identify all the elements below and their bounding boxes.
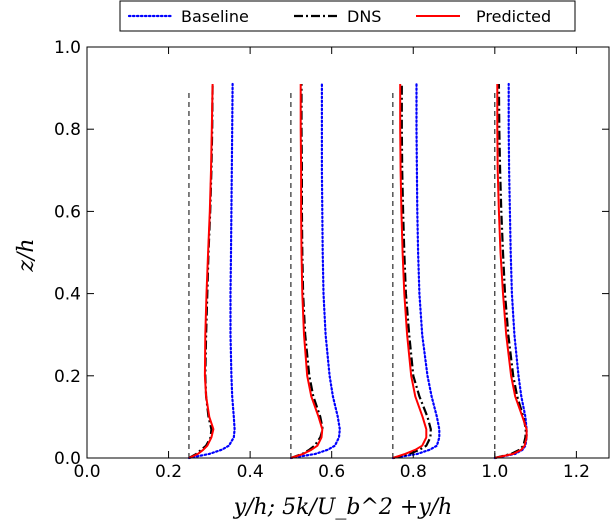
x-tick-label-3: 0.6 [318,462,345,482]
series-line-baseline-2 [391,82,441,460]
series-line-baseline-0 [187,82,236,460]
series-line-predicted-2 [392,84,428,459]
x-tick-label-1: 0.2 [155,462,182,482]
series-line-baseline-1 [289,82,341,460]
y-tick-label-2: 0.4 [54,285,81,305]
series-line-dns-2 [392,84,432,460]
reference-lines [188,92,496,458]
x-tick-label-2: 0.4 [237,462,264,482]
series-line-predicted-3 [494,84,528,459]
series-line-predicted-0 [188,83,215,459]
legend-label-dns: DNS [347,7,381,26]
legend: Baseline DNS Predicted [119,0,576,32]
x-tick-label-5: 1.0 [481,462,508,482]
plot-area-frame [86,46,610,459]
series-line-predicted-1 [290,84,324,459]
legend-label-baseline: Baseline [181,7,249,26]
legend-box [119,0,576,32]
x-tick-label-0: 0.0 [73,462,100,482]
y-tick-label-1: 0.2 [54,367,81,387]
y-tick-label-0: 0.0 [54,449,81,469]
series-line-dns-1 [290,84,324,460]
y-tick-label-3: 0.6 [54,202,81,222]
x-tick-label-4: 0.8 [400,462,427,482]
x-axis-label: y/h; 5k/U_b^2 +y/h [233,495,453,520]
axis-ticks: 0.0 0.2 0.4 0.6 0.8 1.0 1.2 0.0 0.2 0.4 0.6 0.8 1.0 [54,38,609,482]
y-axis-label: z/h [14,238,39,272]
series-lines [187,82,528,460]
series-line-dns-3 [494,83,527,460]
y-tick-label-4: 0.8 [54,120,81,140]
series-line-dns-0 [188,83,214,459]
legend-label-predicted: Predicted [476,7,551,26]
series-line-baseline-3 [493,82,528,460]
y-tick-label-5: 1.0 [54,38,81,58]
x-tick-label-6: 1.2 [563,462,590,482]
